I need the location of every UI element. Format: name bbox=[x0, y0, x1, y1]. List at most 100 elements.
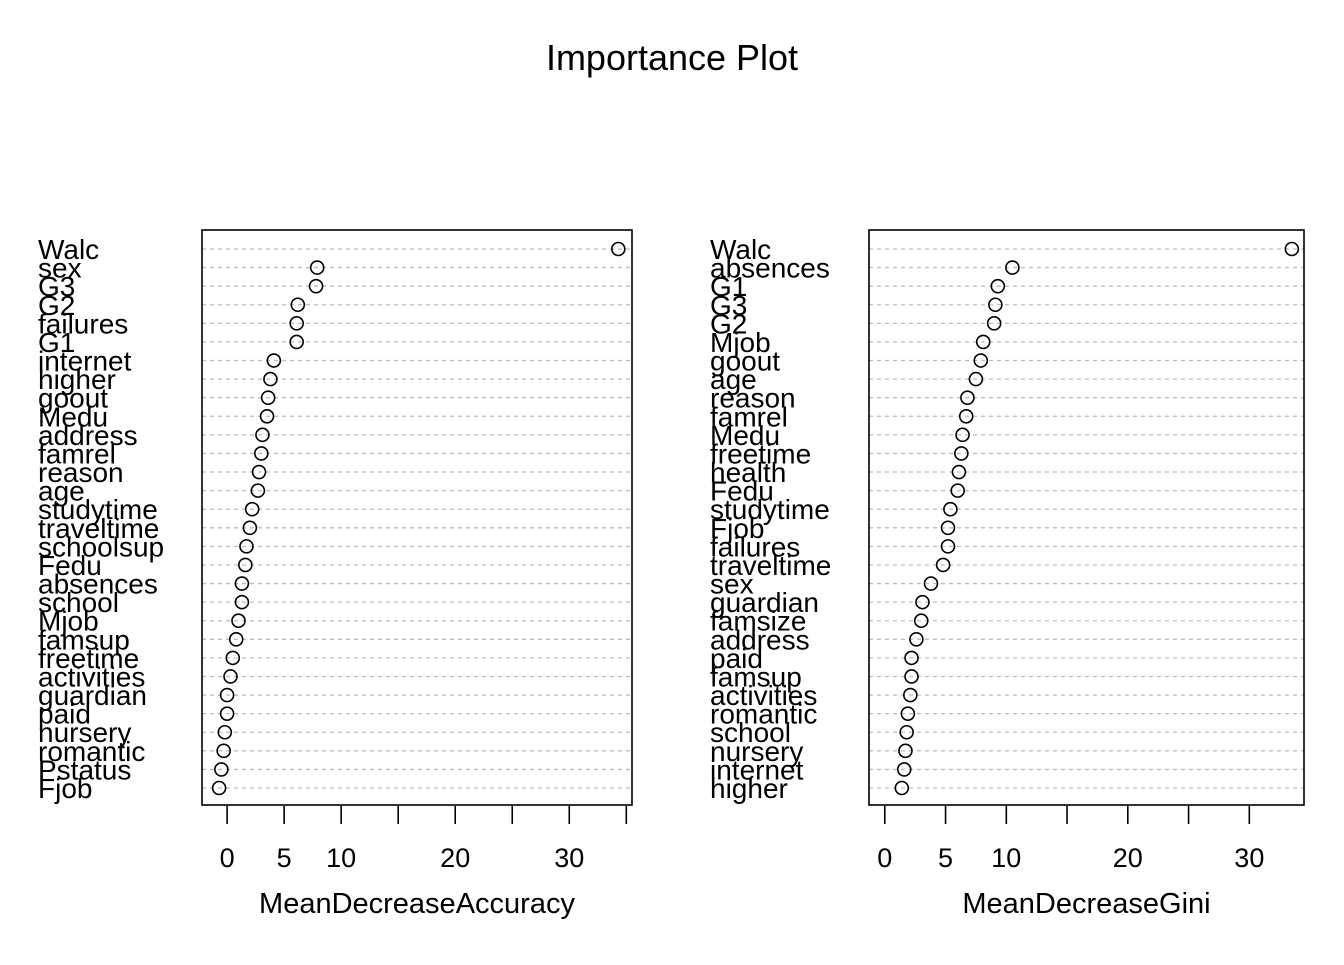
variable-label: G3 bbox=[38, 271, 75, 302]
variable-label: Pstatus bbox=[38, 754, 131, 785]
variable-label: reason bbox=[38, 457, 124, 488]
data-point bbox=[611, 241, 626, 257]
data-point bbox=[308, 278, 324, 294]
data-point bbox=[263, 371, 278, 387]
variable-label: Fjob bbox=[38, 773, 92, 804]
x-tick-label: 30 bbox=[554, 843, 584, 873]
variable-label: higher bbox=[38, 364, 116, 395]
variable-label: Mjob bbox=[710, 327, 771, 358]
data-point bbox=[958, 408, 974, 424]
data-point bbox=[909, 632, 924, 647]
x-tick-label: 10 bbox=[991, 843, 1021, 873]
data-point bbox=[239, 539, 254, 554]
data-point bbox=[255, 427, 270, 443]
data-point bbox=[211, 780, 227, 796]
data-point bbox=[289, 334, 304, 350]
variable-label: G1 bbox=[710, 271, 747, 302]
data-point bbox=[228, 632, 244, 647]
variable-label: internet bbox=[38, 346, 132, 377]
data-point bbox=[238, 557, 253, 573]
data-point bbox=[960, 390, 975, 405]
variable-label: romantic bbox=[710, 699, 817, 730]
variable-label: address bbox=[710, 624, 810, 655]
variable-label: romantic bbox=[38, 736, 145, 767]
variable-label: famrel bbox=[710, 401, 788, 432]
data-point bbox=[244, 501, 260, 517]
x-tick-label: 30 bbox=[1234, 843, 1264, 873]
variable-label: freetime bbox=[38, 643, 139, 674]
variable-label: paid bbox=[710, 643, 763, 674]
variable-label: G2 bbox=[38, 290, 75, 321]
data-point bbox=[990, 278, 1006, 294]
data-point bbox=[898, 743, 913, 759]
variable-label: Fedu bbox=[710, 476, 774, 507]
variable-label: freetime bbox=[710, 438, 811, 469]
variable-label: activities bbox=[710, 680, 817, 711]
x-axis-label: MeanDecreaseGini bbox=[962, 888, 1210, 920]
data-point bbox=[940, 520, 956, 536]
variable-label: famsup bbox=[710, 661, 802, 692]
data-point bbox=[217, 724, 233, 740]
variable-label: famsize bbox=[710, 606, 806, 637]
variable-label: absences bbox=[710, 253, 830, 284]
variable-label: failures bbox=[38, 308, 128, 339]
variable-label: traveltime bbox=[710, 550, 831, 581]
variable-label: goout bbox=[38, 383, 108, 414]
variable-label: age bbox=[38, 476, 85, 507]
variable-label: guardian bbox=[710, 587, 819, 618]
variable-label: guardian bbox=[38, 680, 147, 711]
data-point bbox=[940, 539, 956, 554]
x-tick-label: 0 bbox=[877, 843, 892, 873]
data-point bbox=[254, 446, 269, 461]
data-point bbox=[986, 316, 1002, 331]
data-point bbox=[915, 594, 930, 610]
variable-label: activities bbox=[38, 661, 145, 692]
data-point bbox=[955, 427, 970, 443]
data-point bbox=[216, 743, 231, 759]
data-point bbox=[973, 353, 989, 368]
variable-label: Walc bbox=[710, 234, 771, 265]
data-point bbox=[951, 464, 967, 480]
data-point bbox=[899, 724, 914, 740]
variable-label: sex bbox=[38, 253, 82, 284]
variable-label: nursery bbox=[38, 717, 131, 748]
variable-label: failures bbox=[710, 531, 800, 562]
variable-label: Mjob bbox=[38, 606, 99, 637]
data-point bbox=[943, 501, 958, 517]
data-point bbox=[950, 483, 966, 498]
variable-label: health bbox=[710, 457, 786, 488]
variable-label: Fedu bbox=[38, 550, 102, 581]
variable-label: famsup bbox=[38, 624, 130, 655]
variable-label: paid bbox=[38, 699, 91, 730]
data-point bbox=[903, 687, 918, 703]
variable-label: nursery bbox=[710, 736, 803, 767]
variable-label: schoolsup bbox=[38, 531, 164, 562]
data-point bbox=[309, 260, 325, 275]
data-point bbox=[266, 353, 282, 368]
data-point bbox=[260, 390, 276, 405]
data-point bbox=[231, 613, 246, 629]
data-point bbox=[988, 297, 1003, 313]
variable-label: age bbox=[710, 364, 757, 395]
variable-label: sex bbox=[710, 569, 754, 600]
data-point bbox=[250, 483, 266, 498]
data-point bbox=[896, 762, 912, 777]
x-axis-label: MeanDecreaseAccuracy bbox=[259, 888, 575, 920]
x-tick-label: 20 bbox=[440, 843, 470, 873]
x-tick-label: 10 bbox=[326, 843, 356, 873]
variable-label: address bbox=[38, 420, 138, 451]
chart-title: Importance Plot bbox=[546, 37, 798, 78]
variable-label: studytime bbox=[710, 494, 830, 525]
data-point bbox=[219, 706, 235, 721]
data-point bbox=[913, 613, 929, 629]
variable-label: G3 bbox=[710, 290, 747, 321]
variable-label: famrel bbox=[38, 438, 116, 469]
data-point bbox=[219, 687, 235, 703]
variable-label: internet bbox=[710, 754, 804, 785]
data-point bbox=[251, 464, 267, 480]
variable-label: school bbox=[710, 717, 791, 748]
data-point bbox=[935, 557, 951, 573]
variable-label: goout bbox=[710, 346, 780, 377]
